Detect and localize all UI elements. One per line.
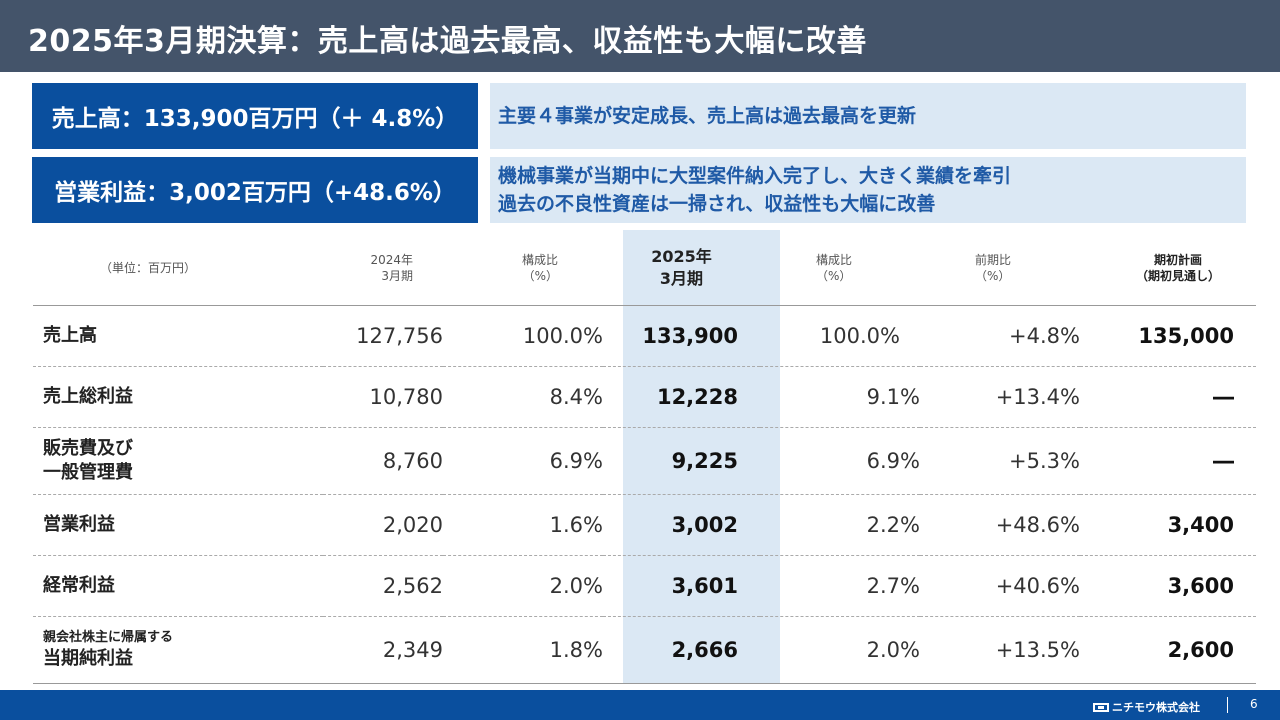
table-row: 販売費及び一般管理費 8,760 6.9% 9,225 6.9% +5.3% ― bbox=[33, 427, 1256, 495]
table-row: 売上高 127,756 100.0% 133,900 100.0% +4.8% … bbox=[33, 305, 1256, 367]
cell-ratio-2024: 8.4% bbox=[443, 366, 603, 428]
cell-plan: ― bbox=[1080, 427, 1256, 495]
cell-fy2024: 10,780 bbox=[323, 366, 443, 428]
row-label-line-1: 親会社株主に帰属する bbox=[43, 630, 174, 645]
cell-fy2025: 133,900 bbox=[603, 305, 760, 367]
cell-fy2024: 127,756 bbox=[323, 305, 443, 367]
cell-fy2025: 9,225 bbox=[603, 427, 760, 495]
header-ratio-2024-line-2: （%） bbox=[522, 268, 558, 283]
cell-fy2024: 2,020 bbox=[323, 494, 443, 556]
cell-plan: 135,000 bbox=[1080, 305, 1256, 367]
row-label-text: 経常利益 bbox=[43, 575, 115, 596]
row-label: 販売費及び一般管理費 bbox=[33, 427, 323, 495]
footer-bar bbox=[0, 690, 1280, 720]
cell-ratio-2024: 1.6% bbox=[443, 494, 603, 556]
header-ratio-2024-line-1: 構成比 bbox=[521, 252, 558, 267]
row-label: 親会社株主に帰属する当期純利益 bbox=[33, 616, 323, 684]
cell-yoy: +13.4% bbox=[920, 366, 1080, 428]
operating-profit-message-line-2: 過去の不良性資産は一掃され、収益性も大幅に改善 bbox=[498, 193, 936, 215]
cell-fy2025: 3,002 bbox=[603, 494, 760, 556]
table-row: 親会社株主に帰属する当期純利益 2,349 1.8% 2,666 2.0% +1… bbox=[33, 616, 1256, 684]
header-ratio-2025-line-1: 構成比 bbox=[816, 252, 853, 267]
cell-yoy: +40.6% bbox=[920, 555, 1080, 617]
header-fy2024-line-1: 2024年 bbox=[370, 252, 413, 267]
header-yoy-line-2: （%） bbox=[975, 268, 1011, 283]
cell-plan: 3,600 bbox=[1080, 555, 1256, 617]
company-name: ニチモウ株式会社 bbox=[1112, 701, 1200, 714]
row-label-text: 営業利益 bbox=[43, 514, 115, 535]
header-plan: 期初計画 （期初見通し） bbox=[1080, 230, 1256, 306]
cell-ratio-2024: 6.9% bbox=[443, 427, 603, 495]
header-plan-line-2: （期初見通し） bbox=[1135, 268, 1220, 283]
cell-ratio-2025: 2.7% bbox=[760, 555, 920, 617]
row-label: 売上総利益 bbox=[33, 366, 323, 428]
cell-ratio-2024: 2.0% bbox=[443, 555, 603, 617]
cell-fy2025: 2,666 bbox=[603, 616, 760, 684]
title-bar: 2025年3月期決算：売上高は過去最高、収益性も大幅に改善 bbox=[0, 0, 1280, 72]
row-label-line-2: 一般管理費 bbox=[43, 462, 133, 483]
row-label: 経常利益 bbox=[33, 555, 323, 617]
header-fy2025: 2025年 3月期 bbox=[603, 230, 760, 306]
operating-profit-metric-box: 営業利益：3,002百万円（+48.6%） bbox=[32, 157, 478, 223]
cell-fy2024: 8,760 bbox=[323, 427, 443, 495]
table-row: 営業利益 2,020 1.6% 3,002 2.2% +48.6% 3,400 bbox=[33, 494, 1256, 556]
header-ratio-2025-line-2: （%） bbox=[816, 268, 852, 283]
cell-plan: 2,600 bbox=[1080, 616, 1256, 684]
cell-ratio-2025: 2.2% bbox=[760, 494, 920, 556]
cell-fy2024: 2,349 bbox=[323, 616, 443, 684]
cell-yoy: +5.3% bbox=[920, 427, 1080, 495]
table-header-row: （単位：百万円） 2024年 3月期 構成比 （%） 2025年 3月期 構成比 （%）… bbox=[33, 230, 1256, 306]
company-logo: ニチモウ株式会社 bbox=[1093, 699, 1200, 715]
sales-message-line: 主要４事業が安定成長、売上高は過去最高を更新 bbox=[498, 105, 917, 127]
header-plan-line-1: 期初計画 bbox=[1153, 252, 1202, 267]
row-label-line-1: 販売費及び bbox=[43, 438, 133, 459]
header-fy2024: 2024年 3月期 bbox=[323, 230, 443, 306]
sales-message-box: 主要４事業が安定成長、売上高は過去最高を更新 bbox=[490, 83, 1246, 149]
unit-label: （単位：百万円） bbox=[33, 230, 323, 306]
table-row: 経常利益 2,562 2.0% 3,601 2.7% +40.6% 3,600 bbox=[33, 555, 1256, 617]
financial-results-table: （単位：百万円） 2024年 3月期 構成比 （%） 2025年 3月期 構成比 （%）… bbox=[33, 230, 1256, 684]
header-fy2024-line-2: 3月期 bbox=[381, 268, 413, 283]
unit-label-text: （単位：百万円） bbox=[99, 260, 196, 275]
cell-yoy: +4.8% bbox=[920, 305, 1080, 367]
cell-ratio-2025: 2.0% bbox=[760, 616, 920, 684]
operating-profit-message-box: 機械事業が当期中に大型案件納入完了し、大きく業績を牽引 過去の不良性資産は一掃さ… bbox=[490, 157, 1246, 223]
cell-plan: ― bbox=[1080, 366, 1256, 428]
cell-fy2025: 12,228 bbox=[603, 366, 760, 428]
header-yoy: 前期比 （%） bbox=[920, 230, 1080, 306]
cell-ratio-2025: 100.0% bbox=[760, 305, 920, 367]
cell-ratio-2024: 100.0% bbox=[443, 305, 603, 367]
row-label: 売上高 bbox=[33, 305, 323, 367]
header-ratio-2024: 構成比 （%） bbox=[443, 230, 603, 306]
row-label-text: 売上総利益 bbox=[43, 386, 133, 407]
operating-profit-message-line-1: 機械事業が当期中に大型案件納入完了し、大きく業績を牽引 bbox=[498, 165, 1012, 187]
cell-fy2025: 3,601 bbox=[603, 555, 760, 617]
row-label-text: 売上高 bbox=[43, 325, 97, 346]
row-label: 営業利益 bbox=[33, 494, 323, 556]
footer-divider bbox=[1227, 697, 1228, 713]
header-fy2025-line-1: 2025年 bbox=[651, 246, 712, 266]
cell-ratio-2025: 6.9% bbox=[760, 427, 920, 495]
cell-plan: 3,400 bbox=[1080, 494, 1256, 556]
header-ratio-2025: 構成比 （%） bbox=[760, 230, 920, 306]
header-fy2025-line-2: 3月期 bbox=[659, 268, 704, 288]
cell-ratio-2024: 1.8% bbox=[443, 616, 603, 684]
cell-yoy: +13.5% bbox=[920, 616, 1080, 684]
page-title: 2025年3月期決算：売上高は過去最高、収益性も大幅に改善 bbox=[28, 24, 867, 59]
page-number: 6 bbox=[1250, 697, 1258, 711]
sales-metric-box: 売上高：133,900百万円（＋ 4.8%） bbox=[32, 83, 478, 149]
cell-ratio-2025: 9.1% bbox=[760, 366, 920, 428]
cell-fy2024: 2,562 bbox=[323, 555, 443, 617]
table-row: 売上総利益 10,780 8.4% 12,228 9.1% +13.4% ― bbox=[33, 366, 1256, 428]
row-label-line-2: 当期純利益 bbox=[43, 648, 133, 669]
header-yoy-line-1: 前期比 bbox=[975, 252, 1012, 267]
cell-yoy: +48.6% bbox=[920, 494, 1080, 556]
company-logo-icon bbox=[1093, 702, 1109, 712]
